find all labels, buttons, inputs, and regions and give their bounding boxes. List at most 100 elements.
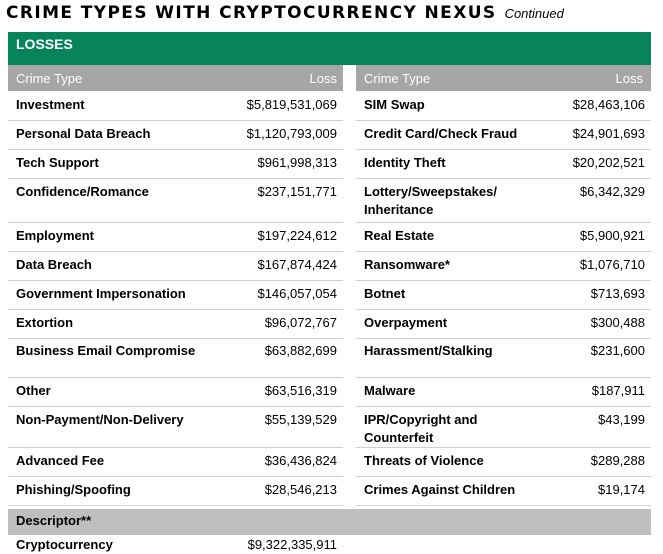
crime-type-cell: Botnet	[364, 286, 406, 301]
loss-cell: $300,488	[590, 315, 645, 330]
crime-type-cell: Other	[16, 383, 51, 398]
crime-type-cell: Cryptocurrency	[16, 537, 113, 552]
row-divider	[356, 377, 651, 378]
row-divider	[8, 251, 343, 252]
row-divider	[8, 406, 343, 407]
crime-type-cell: Confidence/Romance	[16, 184, 149, 199]
loss-cell: $5,819,531,069	[246, 97, 337, 112]
table-row: IPR/Copyright and Counterfeit $43,199	[356, 411, 651, 447]
loss-cell: $63,882,699	[264, 343, 337, 358]
section-header-losses: LOSSES	[8, 32, 651, 65]
crime-type-cell: Phishing/Spoofing	[16, 482, 131, 497]
table-row: Confidence/Romance $237,151,771	[8, 183, 343, 201]
crime-type-cell: Crimes Against Children	[364, 482, 516, 497]
loss-cell: $63,516,319	[264, 383, 337, 398]
table-row: Ransomware* $1,076,710	[356, 256, 651, 274]
loss-cell: $6,342,329	[579, 184, 645, 199]
header-crime-type: Crime Type	[16, 70, 83, 86]
table-row: Cryptocurrency $9,322,335,911	[8, 536, 343, 554]
table-row: Investment $5,819,531,069	[8, 96, 343, 114]
loss-cell: $237,151,771	[257, 184, 337, 199]
table-row: Tech Support $961,998,313	[8, 154, 343, 172]
loss-cell: $197,224,612	[257, 228, 337, 243]
row-divider	[8, 476, 343, 477]
left-column-header: Crime Type Loss	[8, 65, 343, 91]
table-row: Extortion $96,072,767	[8, 314, 343, 332]
crime-type-cell: Non-Payment/Non-Delivery	[16, 412, 184, 427]
crime-type-cell: Personal Data Breach	[16, 126, 151, 141]
table-row: Phishing/Spoofing $28,546,213	[8, 481, 343, 499]
row-divider	[8, 222, 343, 223]
row-divider	[356, 476, 651, 477]
loss-cell: $187,911	[591, 383, 645, 398]
loss-cell: $19,174	[598, 482, 645, 497]
table-row: Real Estate $5,900,921	[356, 227, 651, 245]
page-title: CRIME TYPES WITH CRYPTOCURRENCY NEXUS Co…	[6, 3, 564, 25]
table-row: Credit Card/Check Fraud $24,901,693	[356, 125, 651, 143]
loss-cell: $28,463,106	[572, 97, 645, 112]
crime-type-cell: Identity Theft	[364, 155, 446, 170]
loss-cell: $146,057,054	[257, 286, 337, 301]
right-column-header: Crime Type Loss	[356, 65, 651, 91]
loss-cell: $28,546,213	[264, 482, 337, 497]
loss-cell: $9,322,335,911	[247, 537, 337, 552]
header-loss: Loss	[309, 70, 337, 86]
table-row: Other $63,516,319	[8, 382, 343, 400]
row-divider	[356, 447, 651, 448]
table-row: Employment $197,224,612	[8, 227, 343, 245]
crime-type-cell: SIM Swap	[364, 97, 425, 112]
row-divider	[356, 505, 651, 506]
crime-type-cell: Real Estate	[364, 228, 435, 243]
crime-type-cell: Extortion	[16, 315, 74, 330]
crime-type-cell: IPR/Copyright and Counterfeit	[364, 412, 478, 445]
loss-cell: $43,199	[598, 412, 645, 427]
table-row: Non-Payment/Non-Delivery $55,139,529	[8, 411, 343, 429]
header-loss: Loss	[615, 70, 643, 86]
crime-type-cell: Investment	[16, 97, 85, 112]
row-divider	[8, 120, 343, 121]
header-crime-type: Crime Type	[364, 70, 431, 86]
table-row: Identity Theft $20,202,521	[356, 154, 651, 172]
row-divider	[8, 309, 343, 310]
loss-cell: $1,076,710	[579, 257, 645, 272]
row-divider	[356, 406, 651, 407]
row-divider	[356, 280, 651, 281]
descriptor-header: Descriptor**	[8, 509, 651, 535]
loss-cell: $289,288	[590, 453, 645, 468]
row-divider	[8, 178, 343, 179]
loss-cell: $713,693	[590, 286, 645, 301]
crime-type-cell: Lottery/Sweepstakes/ Inheritance	[364, 184, 497, 217]
loss-cell: $167,874,424	[257, 257, 337, 272]
row-divider	[356, 178, 651, 179]
loss-cell: $231,600	[590, 343, 645, 358]
crime-type-cell: Tech Support	[16, 155, 99, 170]
table-row: Personal Data Breach $1,120,793,009	[8, 125, 343, 143]
table-row: Crimes Against Children $19,174	[356, 481, 651, 499]
table-row: Malware $187,911	[356, 382, 651, 400]
loss-cell: $1,120,793,009	[246, 126, 337, 141]
crime-type-cell: Advanced Fee	[16, 453, 105, 468]
crime-type-cell: Employment	[16, 228, 95, 243]
loss-cell: $96,072,767	[264, 315, 337, 330]
row-divider	[356, 222, 651, 223]
table-row: Lottery/Sweepstakes/ Inheritance $6,342,3…	[356, 183, 651, 219]
loss-cell: $961,998,313	[257, 155, 337, 170]
loss-cell: $55,139,529	[264, 412, 337, 427]
row-divider	[356, 149, 651, 150]
loss-cell: $36,436,824	[264, 453, 337, 468]
crime-type-cell: Malware	[364, 383, 416, 398]
row-divider	[8, 338, 343, 339]
row-divider	[8, 377, 343, 378]
row-divider	[8, 149, 343, 150]
table-row: SIM Swap $28,463,106	[356, 96, 651, 114]
table-row: Business Email Compromise $63,882,699	[8, 342, 343, 360]
table-row: Botnet $713,693	[356, 285, 651, 303]
crime-type-cell: Threats of Violence	[364, 453, 484, 468]
loss-cell: $24,901,693	[572, 126, 645, 141]
table-row: Data Breach $167,874,424	[8, 256, 343, 274]
loss-cell: $20,202,521	[572, 155, 645, 170]
row-divider	[356, 338, 651, 339]
crime-type-cell: Business Email Compromise	[16, 343, 196, 358]
crime-type-cell: Ransomware*	[364, 257, 450, 272]
title-continued: Continued	[504, 6, 564, 21]
